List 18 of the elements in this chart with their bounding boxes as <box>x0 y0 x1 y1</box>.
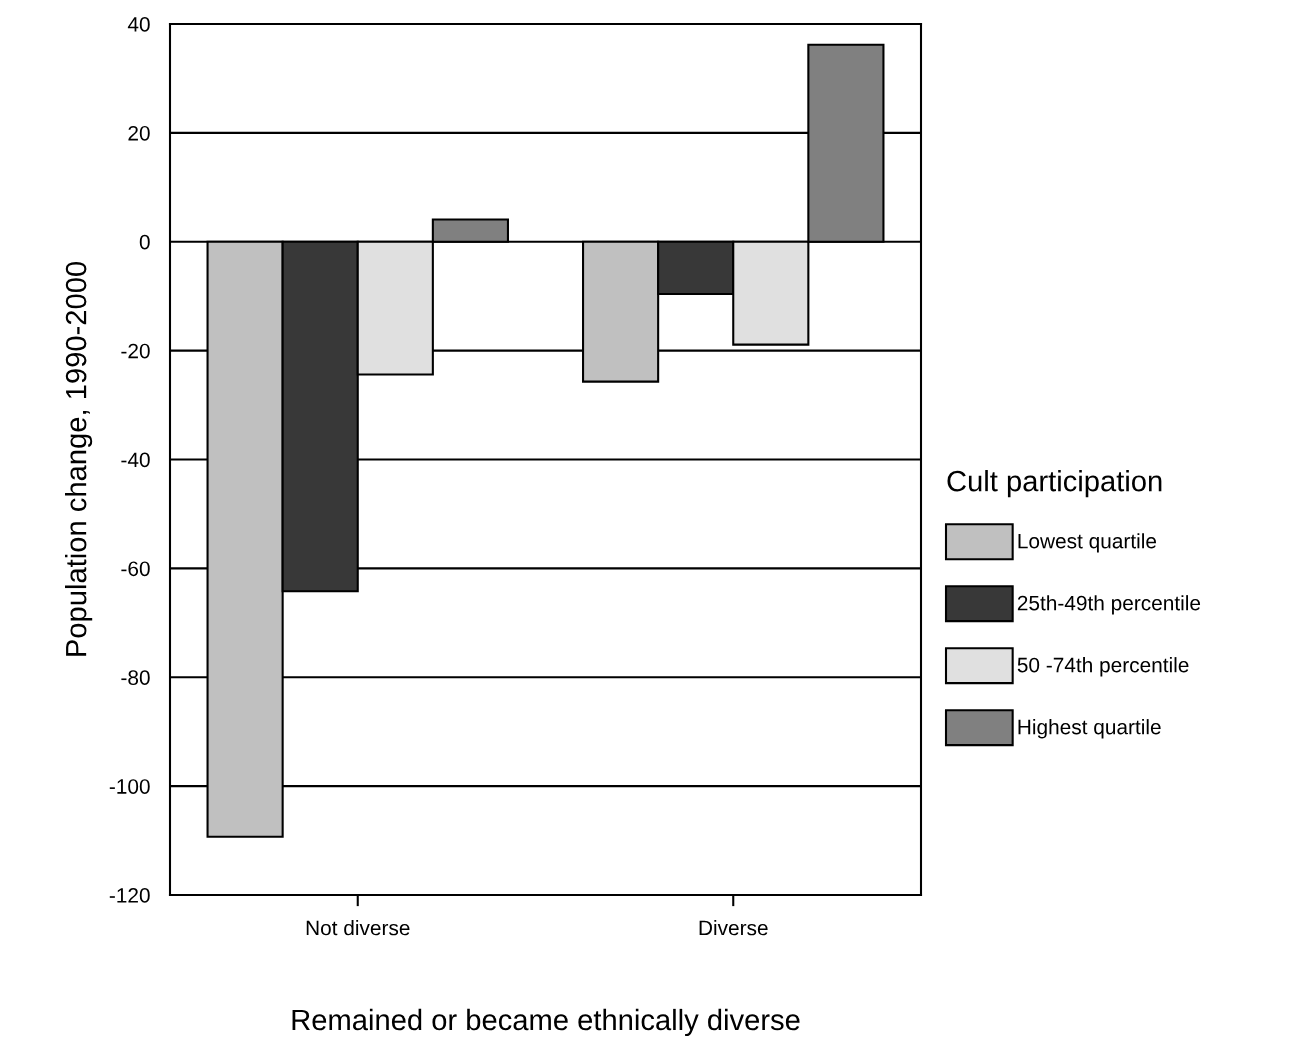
legend-label: Lowest quartile <box>1018 533 1157 553</box>
x-axis-title: Remained or became ethnically diverse <box>292 1008 800 1037</box>
legend-label: 25th-49th percentile <box>1017 595 1201 615</box>
y-tick-label: -120 <box>109 888 150 903</box>
y-tick-label: -60 <box>121 561 150 577</box>
y-tick-label: 0 <box>139 234 150 250</box>
legend-label: Highest quartile <box>1018 719 1161 739</box>
y-tick-label: -40 <box>121 452 150 468</box>
y-axis-title: Population change, 1990-2000 <box>65 261 93 656</box>
y-tick-label: 20 <box>128 125 150 141</box>
y-tick-label: -100 <box>109 779 150 794</box>
legend-label: 50 -74th percentile <box>1017 657 1189 677</box>
y-tick-label: -20 <box>121 343 150 359</box>
legend-title: Cult participation <box>947 470 1162 498</box>
x-tick-label: Not diverse <box>306 920 410 936</box>
y-tick-label: -80 <box>121 670 150 685</box>
y-tick-label: 40 <box>127 17 150 32</box>
x-tick-label: Diverse <box>699 920 768 936</box>
